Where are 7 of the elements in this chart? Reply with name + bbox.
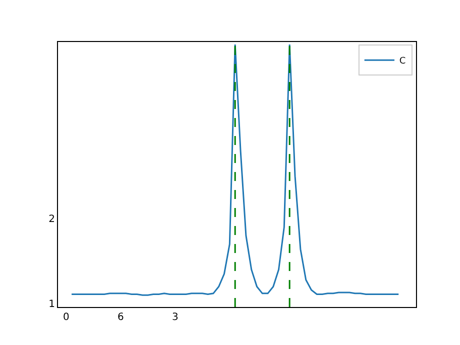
legend-label: C: [399, 56, 406, 67]
x-tick-label: 0: [62, 312, 70, 323]
x-tick-label: 6: [117, 312, 124, 323]
line-series: [70, 44, 400, 296]
x-tick-label: 3: [172, 312, 178, 323]
y-tick-label: 1: [48, 299, 55, 310]
y-tick-label: 2: [48, 214, 55, 226]
